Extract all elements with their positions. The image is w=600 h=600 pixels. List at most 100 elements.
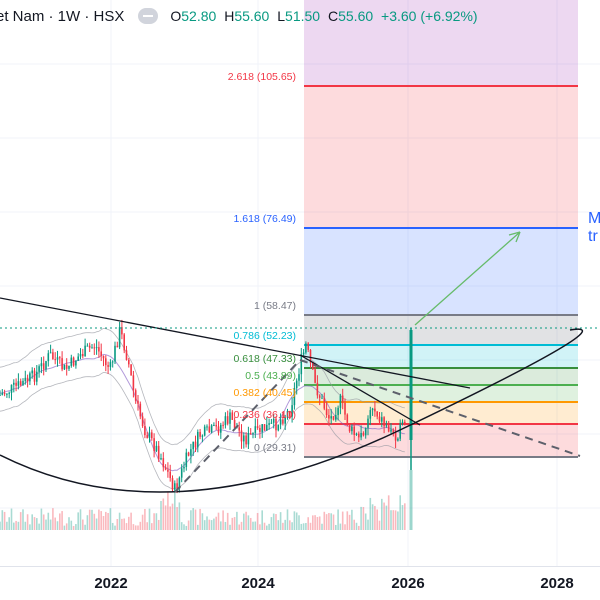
candle-body	[109, 362, 112, 367]
fib-zones[interactable]	[304, 0, 578, 458]
volume-bar	[100, 511, 102, 530]
candle-body	[399, 423, 401, 439]
candle-body	[164, 467, 167, 470]
candle-body	[201, 435, 204, 437]
candle-body	[282, 419, 284, 424]
candle-body	[362, 432, 365, 436]
volume-bar	[312, 515, 314, 530]
candle-body	[295, 380, 298, 389]
volume-bar	[268, 523, 270, 530]
candle-body	[328, 415, 330, 419]
low-label: L	[277, 8, 286, 24]
symbol-title[interactable]: et Nam · 1W · HSX	[0, 7, 125, 25]
volume-bar	[263, 522, 266, 530]
volume-bar	[169, 506, 171, 530]
volume-bar	[371, 504, 374, 530]
volume-bar	[321, 523, 323, 530]
high-value: 55.60	[234, 8, 270, 24]
volume-bar	[144, 508, 146, 530]
candle-body	[183, 466, 185, 469]
candle-body	[167, 469, 169, 472]
volume-bar	[328, 513, 330, 530]
candle-body	[401, 421, 404, 424]
candle-body	[162, 458, 165, 468]
candle-body	[383, 417, 385, 427]
volume-bar	[40, 508, 43, 530]
trend-drawings[interactable]	[0, 231, 600, 493]
candle-body	[309, 349, 312, 363]
volume-bar	[222, 510, 224, 530]
fib-level-label: 0.5 (43.89)	[245, 370, 296, 382]
candle-body	[121, 327, 123, 335]
volume-bar	[137, 525, 139, 530]
volume-bar	[70, 520, 73, 530]
candle-body	[229, 412, 231, 424]
volume-bar	[77, 512, 79, 530]
volume-bar	[134, 525, 137, 530]
time-axis[interactable]: 2022 2024 2026 2028	[0, 566, 600, 600]
volume-bar	[75, 524, 77, 530]
volume-bar	[305, 523, 307, 530]
volume-bar	[65, 523, 68, 530]
candle-body	[139, 403, 142, 417]
volume-bar	[102, 516, 105, 530]
candle-body	[203, 426, 206, 436]
candle-body	[210, 425, 213, 433]
candle-body	[351, 426, 353, 432]
volume-bar	[394, 510, 397, 530]
volume-bar	[316, 516, 319, 530]
candle-body	[321, 397, 323, 399]
volume-bar	[409, 470, 413, 530]
volume-bar	[42, 514, 45, 530]
volume-bar	[148, 508, 151, 530]
candle-body	[125, 350, 128, 360]
candle-body	[330, 416, 332, 419]
volume-bar	[19, 512, 22, 530]
volume-bar	[392, 510, 395, 530]
volume-bar	[164, 505, 167, 530]
volume-bar	[61, 511, 63, 530]
fib-zone	[304, 315, 578, 345]
candle-body	[371, 408, 374, 411]
candle-body	[47, 353, 50, 362]
volume-bar	[13, 522, 15, 530]
candle-body	[26, 377, 29, 382]
x-tick-label: 2026	[391, 575, 425, 592]
ohlc-readout: O52.80 H55.60 L51.50 C55.60 +3.60 (+6.92…	[170, 8, 481, 24]
volume-bar	[197, 524, 199, 530]
annotation-text-2[interactable]: tr	[588, 228, 598, 245]
candle-body	[247, 433, 250, 445]
candle-body	[160, 458, 162, 460]
change-value: +3.60 (+6.92%)	[381, 8, 478, 24]
candle-body	[192, 441, 194, 450]
candle-body	[206, 426, 208, 428]
price-chart[interactable]: 2.618 (105.65) 1.618 (76.49) 1 (58.47) 0.78…	[0, 0, 600, 566]
candle-body	[224, 416, 227, 426]
candle-body	[318, 395, 321, 398]
candle-body	[157, 445, 160, 460]
volume-bar	[6, 521, 8, 530]
volume-bar	[141, 514, 144, 530]
volume-bar	[293, 511, 296, 530]
fib-zone	[304, 368, 578, 385]
low-value: 51.50	[285, 8, 321, 24]
candle-body	[369, 410, 372, 419]
annotation-text-1[interactable]: M	[588, 210, 600, 227]
volume-bar	[36, 518, 38, 530]
x-tick-label: 2022	[94, 575, 128, 592]
candle-body	[38, 366, 40, 372]
candle-body	[272, 418, 275, 423]
volume-bar	[116, 518, 119, 530]
candle-body	[233, 419, 236, 428]
eye-icon[interactable]	[138, 8, 159, 24]
candle-body	[178, 477, 181, 489]
support-curve	[0, 328, 583, 493]
volume-bar	[249, 517, 252, 530]
volume-bar	[309, 522, 312, 530]
fib-level-label: 2.618 (105.65)	[228, 71, 296, 83]
candle-body	[293, 388, 296, 406]
candle-body	[100, 351, 102, 356]
dashed-trendline	[174, 359, 301, 493]
volume-bar	[217, 512, 220, 530]
